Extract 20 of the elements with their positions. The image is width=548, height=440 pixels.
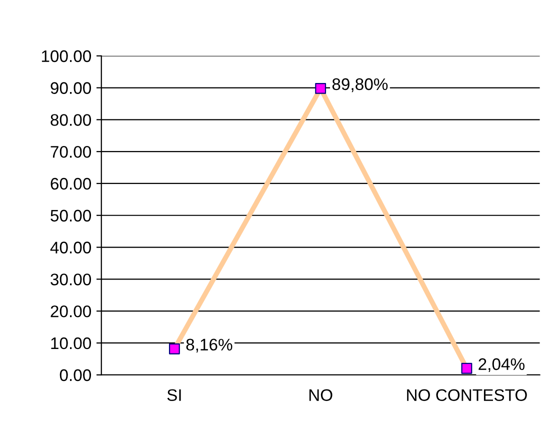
x-tick-label: SI bbox=[167, 389, 181, 402]
point bbox=[461, 362, 472, 374]
y-tick-label: 100.00 bbox=[42, 50, 92, 62]
x-tick-label: NO bbox=[309, 389, 332, 402]
y-tick-label: 0.00 bbox=[60, 369, 92, 382]
y-tick-label: 10.00 bbox=[51, 337, 92, 350]
y-tick-label: 30.00 bbox=[50, 274, 92, 286]
data-label: 8,16% bbox=[186, 338, 232, 353]
y-tick-label: 20.00 bbox=[50, 305, 92, 318]
data-label: 2,04% bbox=[478, 358, 524, 372]
point bbox=[315, 82, 326, 94]
x-tick-label: NO CONTESTO bbox=[407, 389, 527, 402]
y-tick-label: 60.00 bbox=[50, 178, 92, 190]
y-tick-label: 70.00 bbox=[50, 146, 92, 158]
y-tick-label: 40.00 bbox=[50, 242, 92, 254]
y-tick-label: 80.00 bbox=[50, 114, 92, 126]
point bbox=[168, 343, 180, 354]
y-tick-label: 50.00 bbox=[50, 210, 92, 222]
y-tick-label: 90.00 bbox=[50, 82, 92, 94]
data-label: 89,80% bbox=[332, 78, 388, 92]
